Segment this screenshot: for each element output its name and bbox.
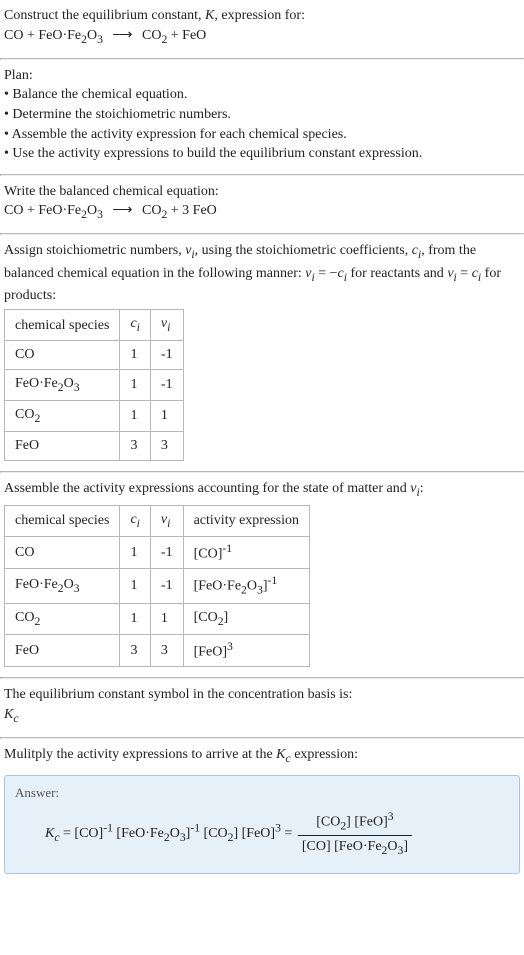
plan-title: Plan:: [4, 66, 520, 86]
table-cell: CO: [5, 537, 120, 569]
table-header: ci: [120, 505, 150, 536]
balanced-title: Write the balanced chemical equation:: [4, 182, 520, 202]
table-row: CO2 1 1 [CO2]: [5, 604, 310, 635]
table-cell: -1: [150, 569, 183, 604]
plan-list: • Balance the chemical equation. • Deter…: [4, 85, 520, 163]
assemble-title: Assemble the activity expressions accoun…: [4, 479, 520, 501]
table-cell: [FeO]3: [183, 635, 309, 667]
table-cell: FeO: [5, 432, 120, 461]
symbol-section: The equilibrium constant symbol in the c…: [0, 679, 524, 737]
table-cell: 1: [150, 401, 183, 432]
symbol-text: The equilibrium constant symbol in the c…: [4, 685, 520, 705]
balanced-rhs: CO2 + 3 FeO: [142, 203, 217, 218]
table-cell: [CO]-1: [183, 537, 309, 569]
table-cell: [CO2]: [183, 604, 309, 635]
plan-item: • Determine the stoichiometric numbers.: [4, 105, 520, 125]
table-header: νi: [150, 310, 183, 341]
arrow-icon: ⟶: [106, 203, 138, 218]
table-cell: FeO·Fe2O3: [5, 369, 120, 400]
table-header-row: chemical species ci νi: [5, 310, 184, 341]
table-header: chemical species: [5, 505, 120, 536]
assign-section: Assign stoichiometric numbers, νi, using…: [0, 235, 524, 470]
table-header: activity expression: [183, 505, 309, 536]
table-row: FeO·Fe2O3 1 -1: [5, 369, 184, 400]
table-cell: 1: [120, 341, 150, 370]
plan-section: Plan: • Balance the chemical equation. •…: [0, 60, 524, 174]
balanced-section: Write the balanced chemical equation: CO…: [0, 176, 524, 234]
multiply-section: Mulitply the activity expressions to arr…: [0, 739, 524, 884]
kc-symbol: Kc: [4, 705, 520, 727]
table-row: CO 1 -1: [5, 341, 184, 370]
balanced-equation: CO + FeO·Fe2O3 ⟶ CO2 + 3 FeO: [4, 201, 520, 223]
table-cell: CO2: [5, 604, 120, 635]
table-cell: FeO: [5, 635, 120, 667]
assign-text: Assign stoichiometric numbers, νi, using…: [4, 241, 520, 305]
table-cell: 3: [120, 635, 150, 667]
answer-equation: Kc = [CO]-1 [FeO·Fe2O3]-1 [CO2] [FeO]3 =…: [15, 809, 509, 860]
table-cell: 1: [120, 401, 150, 432]
table-cell: -1: [150, 537, 183, 569]
answer-lhs: Kc = [CO]-1 [FeO·Fe2O3]-1 [CO2] [FeO]3 =: [45, 826, 296, 841]
table-cell: FeO·Fe2O3: [5, 569, 120, 604]
table-cell: 1: [120, 604, 150, 635]
construct-lhs: CO + FeO·Fe2O3: [4, 28, 103, 43]
table-row: CO 1 -1 [CO]-1: [5, 537, 310, 569]
construct-rhs: CO2 + FeO: [142, 28, 206, 43]
table-cell: 1: [150, 604, 183, 635]
table-cell: 3: [150, 432, 183, 461]
plan-item: • Assemble the activity expression for e…: [4, 125, 520, 145]
table-cell: [FeO·Fe2O3]-1: [183, 569, 309, 604]
activity-table: chemical species ci νi activity expressi…: [4, 505, 310, 668]
balanced-lhs: CO + FeO·Fe2O3: [4, 203, 103, 218]
table-cell: 3: [150, 635, 183, 667]
multiply-text: Mulitply the activity expressions to arr…: [4, 745, 520, 767]
table-cell: 1: [120, 569, 150, 604]
plan-item: • Use the activity expressions to build …: [4, 144, 520, 164]
answer-label: Answer:: [15, 784, 509, 802]
construct-title: Construct the equilibrium constant, K, e…: [4, 6, 520, 26]
fraction-numerator: [CO2] [FeO]3: [298, 809, 412, 837]
table-row: FeO 3 3 [FeO]3: [5, 635, 310, 667]
assemble-section: Assemble the activity expressions accoun…: [0, 473, 524, 678]
construct-equation: CO + FeO·Fe2O3 ⟶ CO2 + FeO: [4, 26, 520, 48]
stoich-table: chemical species ci νi CO 1 -1 FeO·Fe2O3…: [4, 309, 184, 461]
table-header-row: chemical species ci νi activity expressi…: [5, 505, 310, 536]
table-row: FeO 3 3: [5, 432, 184, 461]
table-cell: -1: [150, 341, 183, 370]
table-cell: 1: [120, 369, 150, 400]
table-header: ci: [120, 310, 150, 341]
plan-item: • Balance the chemical equation.: [4, 85, 520, 105]
table-cell: CO: [5, 341, 120, 370]
arrow-icon: ⟶: [106, 28, 138, 43]
table-row: CO2 1 1: [5, 401, 184, 432]
table-cell: CO2: [5, 401, 120, 432]
table-header: νi: [150, 505, 183, 536]
table-header: chemical species: [5, 310, 120, 341]
answer-box: Answer: Kc = [CO]-1 [FeO·Fe2O3]-1 [CO2] …: [4, 775, 520, 874]
table-cell: -1: [150, 369, 183, 400]
table-cell: 1: [120, 537, 150, 569]
construct-section: Construct the equilibrium constant, K, e…: [0, 0, 524, 58]
answer-fraction: [CO2] [FeO]3[CO] [FeO·Fe2O3]: [298, 809, 412, 860]
table-row: FeO·Fe2O3 1 -1 [FeO·Fe2O3]-1: [5, 569, 310, 604]
table-cell: 3: [120, 432, 150, 461]
fraction-denominator: [CO] [FeO·Fe2O3]: [298, 836, 412, 859]
